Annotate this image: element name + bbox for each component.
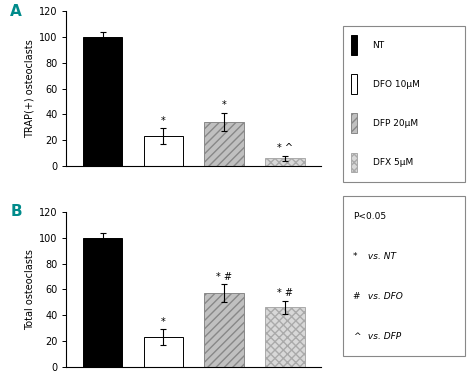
Text: * ^: * ^ (277, 143, 293, 153)
Y-axis label: TRAP(+) osteoclasts: TRAP(+) osteoclasts (25, 39, 35, 138)
Bar (204, 122, 244, 166)
Text: DFX 5μM: DFX 5μM (373, 158, 413, 167)
Text: vs. DFP: vs. DFP (365, 332, 401, 341)
Bar (351, 113, 357, 133)
Bar (204, 293, 244, 367)
Text: vs. NT: vs. NT (365, 252, 396, 260)
Text: vs. DFO: vs. DFO (365, 291, 402, 301)
Text: *: * (161, 116, 166, 126)
Text: * #: * # (277, 288, 293, 298)
Text: *: * (161, 317, 166, 327)
Bar (351, 74, 357, 94)
Text: DFP 20μM: DFP 20μM (373, 119, 418, 128)
Bar (144, 337, 183, 367)
Bar (144, 136, 183, 166)
Bar (343, 196, 465, 356)
Text: *: * (222, 101, 227, 110)
Text: B: B (10, 204, 22, 220)
Y-axis label: Total osteoclasts: Total osteoclasts (25, 249, 35, 330)
Text: #: # (353, 291, 360, 301)
Bar (343, 26, 465, 182)
Text: P<0.05: P<0.05 (353, 212, 386, 221)
Text: * #: * # (216, 272, 232, 282)
Text: A: A (10, 4, 22, 19)
Text: *: * (353, 252, 357, 260)
Text: ^: ^ (353, 332, 360, 341)
Bar (265, 158, 304, 166)
Bar (265, 307, 304, 367)
Text: DFO 10μM: DFO 10μM (373, 80, 419, 89)
Bar (83, 238, 122, 367)
Text: NT: NT (373, 40, 384, 50)
Bar (351, 153, 357, 172)
Bar (351, 35, 357, 55)
Bar (83, 37, 122, 166)
